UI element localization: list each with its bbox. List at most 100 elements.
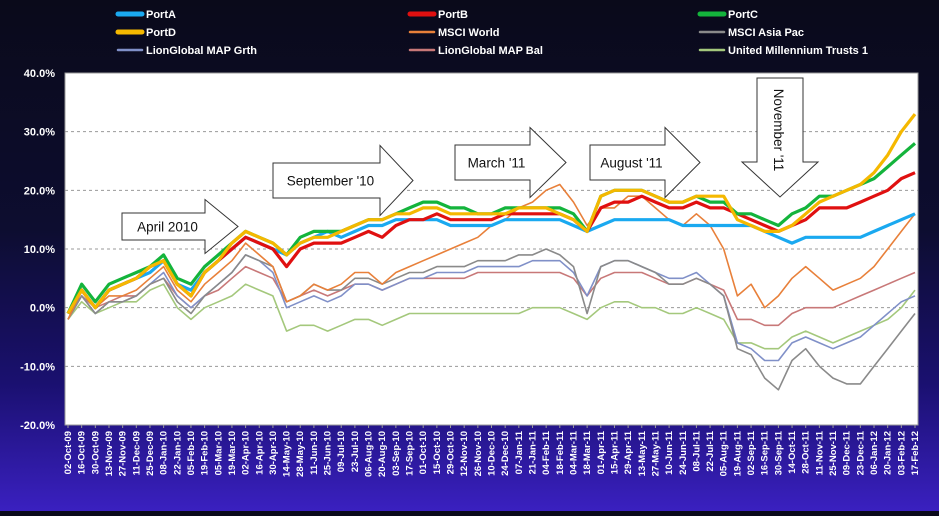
annotation-label: November '11 (771, 89, 786, 172)
x-tick-label: 03-Sep-10 (391, 431, 402, 476)
x-tick-label: 24-Jun-11 (678, 430, 689, 475)
y-tick-label: 10.0% (24, 244, 55, 256)
x-tick-label: 23-Dec-11 (855, 430, 866, 475)
annotation-arrow-shape (121, 198, 239, 255)
x-tick-label: 22-Jul-11 (705, 430, 716, 471)
x-tick-label: 29-Apr-11 (623, 430, 634, 474)
x-tick-label: 05-Feb-10 (186, 431, 197, 475)
annotation-march-11: March '11 (454, 126, 567, 199)
x-tick-label: 09-Jul-10 (336, 431, 347, 472)
x-tick-label: 08-Jan-10 (159, 431, 170, 475)
x-tick-label: 02-Apr-10 (241, 431, 252, 475)
x-tick-label: 25-Dec-09 (145, 431, 156, 476)
x-tick-label: 17-Sep-10 (405, 431, 416, 476)
x-tick-label: 19-Feb-10 (200, 431, 211, 475)
x-tick-label: 15-Oct-10 (432, 431, 443, 474)
y-tick-label: -10.0% (20, 361, 55, 373)
x-tick-label: 28-Oct-11 (801, 430, 812, 473)
x-tick-label: 02-Sep-11 (746, 430, 757, 475)
x-tick-label: 16-Apr-10 (254, 431, 265, 475)
x-tick-label: 20-Jan-12 (883, 431, 894, 475)
x-tick-label: 23-Jul-10 (350, 431, 361, 472)
annotation-september-10: September '10 (272, 144, 414, 217)
x-tick-label: 12-Nov-10 (459, 431, 470, 476)
x-tick-label: 26-Nov-10 (473, 431, 484, 476)
x-tick-label: 20-Aug-10 (377, 431, 388, 477)
x-tick-label: 30-Sep-11 (773, 430, 784, 475)
x-tick-label: 06-Jan-12 (869, 431, 880, 475)
annotation-arrow-shape (740, 77, 820, 198)
legend: PortA PortB PortC PortD MSCI World MSCI Asia … (115, 9, 868, 57)
legend-label-porta: PortA (146, 9, 176, 21)
x-tick-label: 03-Feb-12 (896, 431, 907, 475)
annotation-arrow-shape (272, 144, 414, 217)
x-tick-label: 21-Jan-11 (527, 430, 538, 474)
y-tick-label: -20.0% (20, 420, 55, 432)
x-tick-label: 05-Aug-11 (719, 430, 730, 476)
x-tick-label: 04-Mar-11 (568, 430, 579, 475)
x-tick-label: 01-Apr-11 (596, 430, 607, 474)
series-line-msci-asia-pac (67, 248, 916, 391)
legend-label-united-millennium-trusts-1: United Millennium Trusts 1 (728, 45, 868, 57)
annotations: April 2010 September '10 March '11 August '… (121, 77, 820, 255)
annotation-april-2010: April 2010 (121, 198, 239, 255)
x-tick-label: 07-Jan-11 (514, 430, 525, 474)
legend-label-msci-asia-pac: MSCI Asia Pac (728, 27, 804, 39)
annotation-label: April 2010 (137, 220, 198, 235)
x-tick-label: 30-Oct-09 (90, 431, 101, 474)
y-tick-label: 20.0% (24, 185, 55, 197)
legend-label-portc: PortC (728, 9, 758, 21)
x-tick-label: 05-Mar-10 (213, 431, 224, 475)
x-tick-label: 30-Apr-10 (268, 431, 279, 475)
x-tick-label: 28-May-10 (295, 431, 306, 477)
x-tick-label: 11-Dec-09 (131, 431, 142, 475)
annotation-august-11: August '11 (589, 126, 701, 199)
x-tick-label: 22-Jan-10 (172, 431, 183, 475)
x-tick-label: 24-Dec-10 (500, 431, 511, 476)
x-tick-label: 04-Feb-11 (541, 430, 552, 475)
y-tick-label: 0.0% (30, 303, 55, 315)
x-tick-label: 14-May-10 (282, 431, 293, 477)
legend-label-lionglobal-map-grth: LionGlobal MAP Grth (146, 45, 257, 57)
x-tick-label: 18-Mar-11 (582, 430, 593, 475)
x-tick-label: 09-Dec-11 (842, 430, 853, 475)
x-tick-label: 16-Oct-09 (77, 431, 88, 474)
legend-label-lionglobal-map-bal: LionGlobal MAP Bal (438, 45, 543, 57)
x-tick-label: 11-Jun-10 (309, 431, 320, 475)
annotation-november-11: November '11 (740, 77, 820, 198)
legend-label-msci-world: MSCI World (438, 27, 500, 39)
series-line-portd (66, 113, 917, 315)
series-line-lionglobal-map-bal (67, 265, 916, 327)
x-tick-label: 10-Dec-10 (487, 431, 498, 476)
annotation-arrow-shape (454, 126, 567, 199)
x-tick-label: 25-Nov-11 (828, 430, 839, 476)
x-tick-label: 15-Apr-11 (609, 430, 620, 474)
annotation-label: March '11 (468, 156, 526, 171)
x-tick-label: 01-Oct-10 (418, 431, 429, 474)
series-line-united-millennium-trusts-1 (67, 283, 916, 350)
x-tick-label: 25-Jun-10 (323, 431, 334, 475)
y-tick-label: 30.0% (24, 127, 55, 139)
x-tick-label: 14-Oct-11 (787, 430, 798, 473)
x-tick-label: 16-Sep-11 (760, 430, 771, 475)
x-tick-label: 11-Nov-11 (814, 430, 825, 475)
legend-label-portb: PortB (438, 9, 468, 21)
x-tick-label: 17-Feb-12 (910, 431, 921, 475)
x-tick-label: 18-Feb-11 (555, 430, 566, 475)
x-tick-label: 27-Nov-09 (118, 431, 129, 476)
x-tick-label: 06-Aug-10 (364, 431, 375, 477)
x-tick-label: 19-Aug-11 (732, 430, 743, 476)
y-tick-label: 40.0% (24, 68, 55, 80)
x-tick-label: 13-May-11 (637, 430, 648, 476)
annotation-label: September '10 (287, 174, 374, 189)
x-tick-label: 19-Mar-10 (227, 431, 238, 475)
x-tick-label: 27-May-11 (650, 430, 661, 476)
x-tick-label: 08-Jul-11 (691, 430, 702, 471)
x-tick-label: 13-Nov-09 (104, 431, 115, 476)
legend-label-portd: PortD (146, 27, 176, 39)
x-tick-label: 02-Oct-09 (63, 431, 74, 474)
x-tick-label: 29-Oct-10 (446, 431, 457, 474)
annotation-arrow-shape (589, 126, 701, 199)
